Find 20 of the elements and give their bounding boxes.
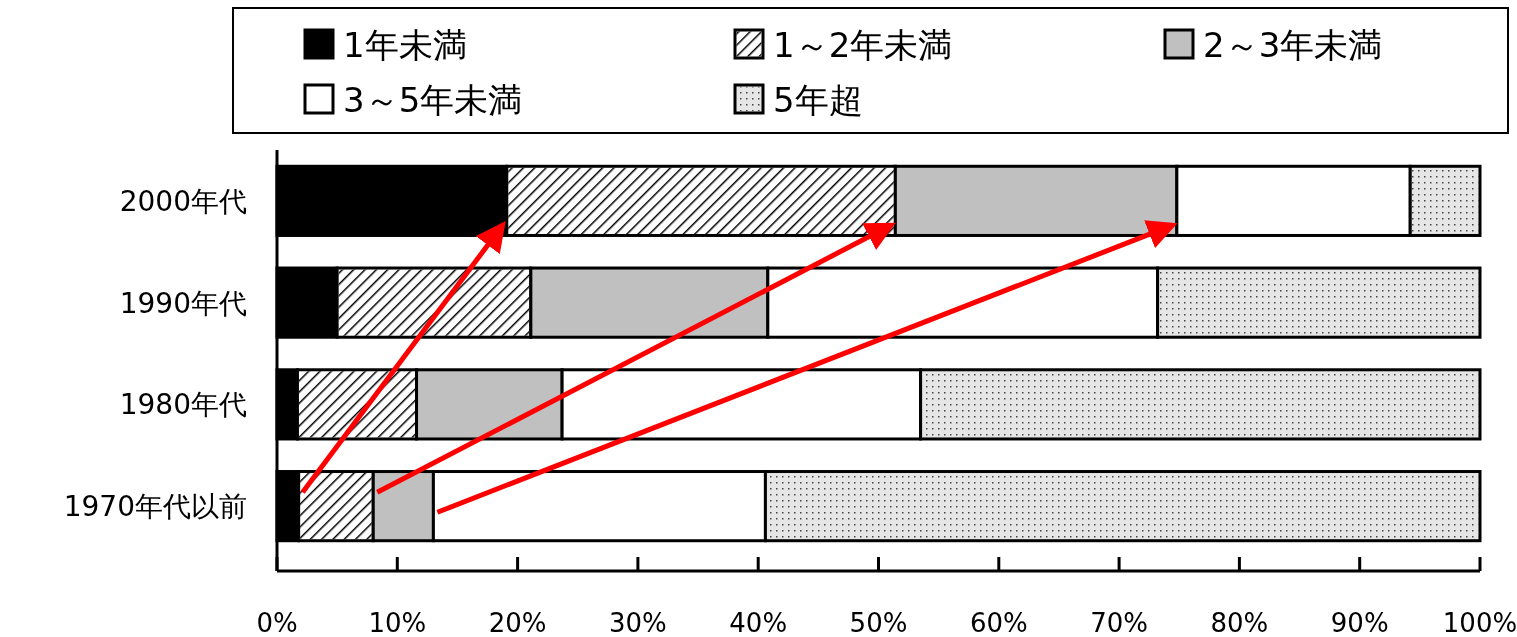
- x-tick-label: 0%: [256, 608, 298, 637]
- y-tick-label: 1990年代: [119, 286, 247, 320]
- x-tick-label: 10%: [368, 608, 427, 637]
- legend-label: 3～5年未満: [343, 80, 523, 120]
- legend-label: 1～2年未満: [773, 25, 953, 65]
- x-tick-label: 80%: [1210, 608, 1269, 637]
- legend-label: 5年超: [773, 80, 863, 120]
- y-tick-label: 2000年代: [119, 184, 247, 218]
- x-tick-label: 20%: [488, 608, 547, 637]
- x-tick-label: 90%: [1330, 608, 1389, 637]
- y-tick-label: 1970年代以前: [63, 490, 247, 524]
- legend-label: 2～3年未満: [1203, 25, 1383, 65]
- y-tick-label: 1980年代: [119, 388, 247, 422]
- x-tick-label: 100%: [1442, 608, 1517, 637]
- x-tick-label: 70%: [1090, 608, 1148, 637]
- x-tick-label: 60%: [969, 608, 1028, 637]
- x-tick-label: 40%: [729, 608, 788, 637]
- x-tick-label: 50%: [849, 608, 908, 637]
- x-tick-label: 30%: [609, 608, 667, 637]
- legend-label: 1年未満: [343, 25, 467, 65]
